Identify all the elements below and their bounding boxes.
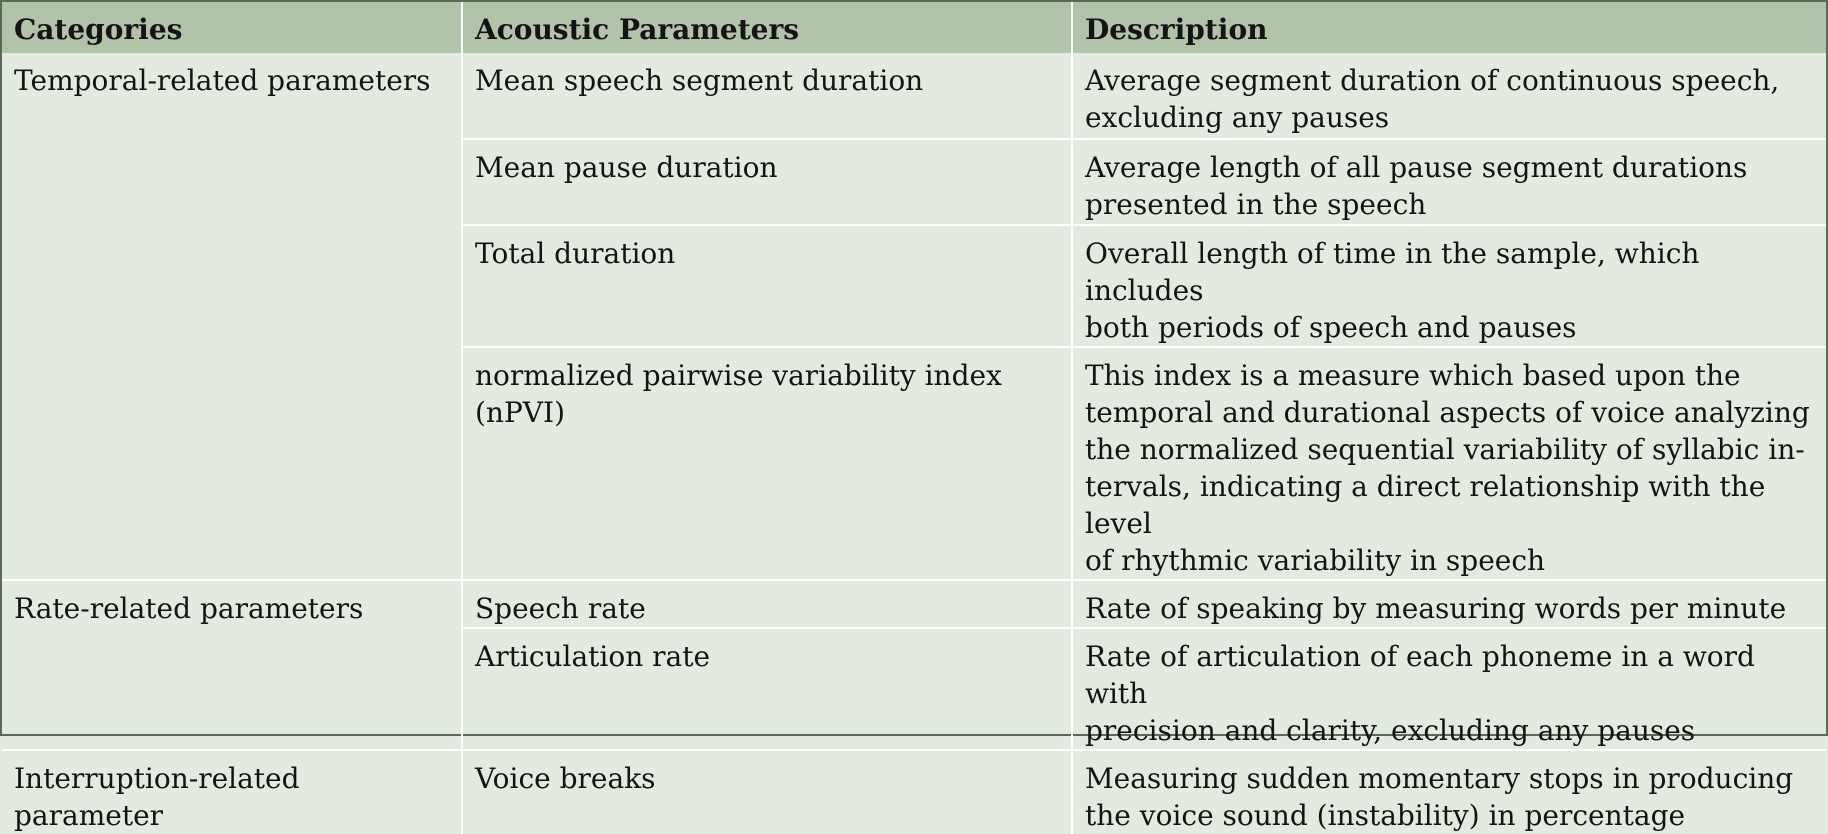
category-cell-interruption: Interruption-related parameter <box>2 750 463 834</box>
parameter-cell: normalized pairwise variability index (n… <box>462 347 1073 581</box>
description-cell: Average segment duration of continuous s… <box>1072 53 1826 140</box>
category-cell-rate: Rate-related parameters <box>2 580 463 751</box>
table-row: Temporal-related parameters Mean speech … <box>2 53 1826 581</box>
table-body: Temporal-related parameters Mean speech … <box>2 53 1826 834</box>
header-acoustic-parameters: Acoustic Parameters <box>462 2 1073 53</box>
parameter-cell: Articulation rate <box>462 628 1073 751</box>
table-row: Total duration Overall length of time in… <box>2 225 1826 348</box>
table-row: Interruption-related parameter Voice bre… <box>2 750 1826 834</box>
parameter-cell: Total duration <box>462 225 1073 348</box>
table-row: normalized pairwise variability index (n… <box>2 347 1826 581</box>
table-row: Articulation rate Rate of articulation o… <box>2 628 1826 751</box>
parameter-cell: Mean pause duration <box>462 139 1073 226</box>
description-cell: Rate of speaking by measuring words per … <box>1072 580 1826 629</box>
description-cell: Average length of all pause segment dura… <box>1072 139 1826 226</box>
description-cell: Overall length of time in the sample, wh… <box>1072 225 1826 348</box>
header-row: Categories Acoustic Parameters Descripti… <box>2 2 1826 53</box>
header-description: Description <box>1072 2 1826 53</box>
description-cell: Measuring sudden momentary stops in prod… <box>1085 762 1794 832</box>
description-cell: Rate of articulation of each phoneme in … <box>1072 628 1826 751</box>
header-categories: Categories <box>2 2 463 53</box>
description-cell: This index is a measure which based upon… <box>1072 347 1826 581</box>
parameter-cell: Speech rate <box>462 580 1073 629</box>
table-row: Rate-related parameters Speech rate Rate… <box>2 580 1826 751</box>
category-cell-temporal: Temporal-related parameters <box>2 53 463 581</box>
table-header: Categories Acoustic Parameters Descripti… <box>2 2 1826 53</box>
parameter-cell: Mean speech segment duration <box>462 53 1073 140</box>
parameter-cell: Voice breaks <box>462 750 1073 834</box>
table-row: Mean pause duration Average length of al… <box>2 139 1826 226</box>
